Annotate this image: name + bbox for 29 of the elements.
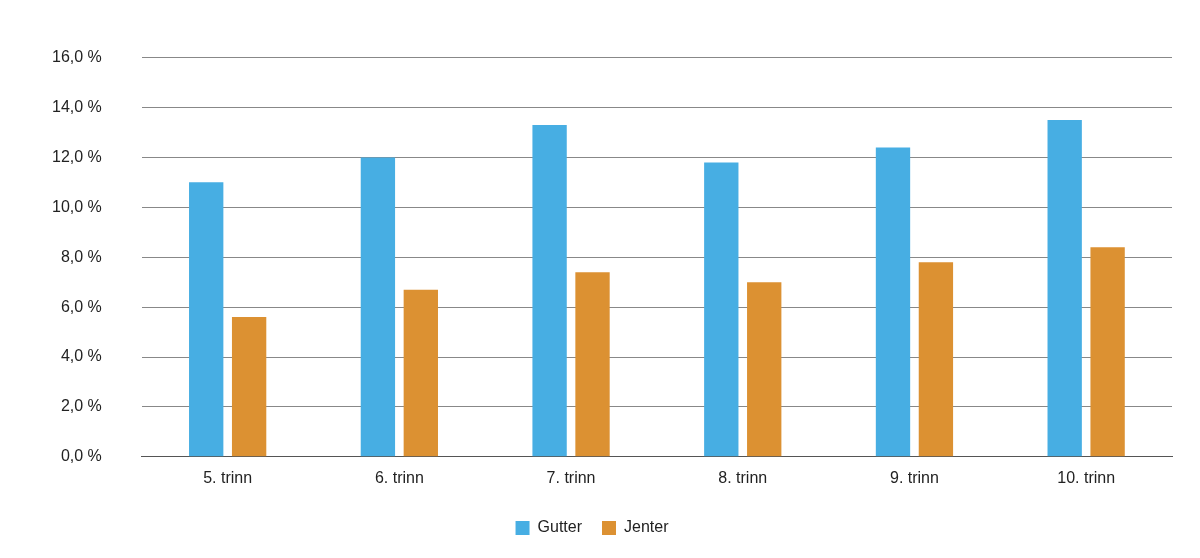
x-tick-label: 10. trinn <box>1057 468 1116 486</box>
x-tick-label: 7. trinn <box>546 468 596 486</box>
y-tick-label: 0,0 % <box>60 447 102 465</box>
y-tick-label: 12,0 % <box>52 147 102 165</box>
x-tick-label: 5. trinn <box>203 468 253 486</box>
y-tick-label: 4,0 % <box>60 347 102 365</box>
bar <box>403 289 438 457</box>
legend-label: Gutter <box>537 518 583 536</box>
y-tick-label: 8,0 % <box>60 247 102 265</box>
bar <box>918 262 954 457</box>
bar <box>575 272 610 457</box>
bar <box>1090 247 1125 457</box>
y-tick-label: 14,0 % <box>52 97 102 115</box>
bar <box>1047 119 1082 457</box>
bar <box>704 162 739 457</box>
bar <box>532 124 567 457</box>
y-tick-label: 2,0 % <box>60 397 102 415</box>
y-tick-label: 16,0 % <box>52 48 102 66</box>
bar <box>231 317 267 457</box>
legend-label: Jenter <box>624 518 670 536</box>
x-tick-label: 6. trinn <box>374 468 424 486</box>
bar <box>747 282 782 457</box>
bar <box>360 157 396 457</box>
x-tick-label: 8. trinn <box>718 468 768 486</box>
y-tick-label: 6,0 % <box>60 297 102 315</box>
x-tick-label: 9. trinn <box>889 468 939 486</box>
y-tick-label: 10,0 % <box>52 197 102 215</box>
bar <box>189 182 224 457</box>
bar <box>875 147 911 457</box>
